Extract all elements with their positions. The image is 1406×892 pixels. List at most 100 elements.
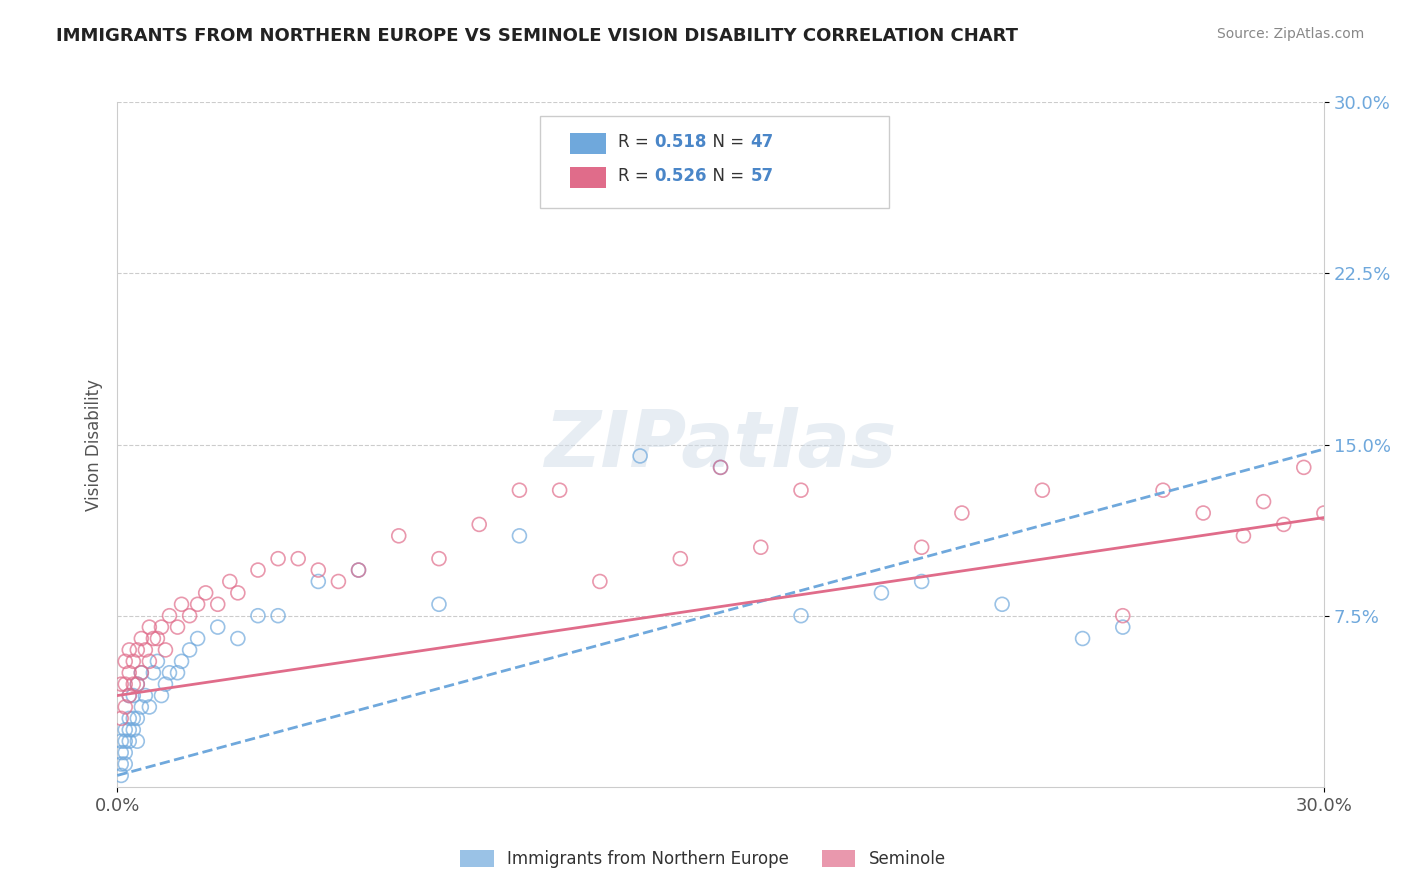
Point bbox=[179, 643, 201, 657]
Point bbox=[991, 597, 1014, 611]
Point bbox=[146, 632, 169, 646]
Point bbox=[1112, 620, 1135, 634]
Point bbox=[187, 597, 209, 611]
Text: N =: N = bbox=[703, 167, 749, 186]
Point bbox=[142, 665, 165, 680]
Point bbox=[548, 483, 571, 498]
Point bbox=[131, 665, 153, 680]
Point bbox=[468, 517, 491, 532]
Point bbox=[122, 677, 145, 691]
Point bbox=[150, 620, 173, 634]
Point bbox=[122, 723, 145, 737]
Point bbox=[508, 483, 530, 498]
Point bbox=[1152, 483, 1174, 498]
Point bbox=[1071, 632, 1094, 646]
Point bbox=[114, 746, 136, 760]
Point bbox=[427, 597, 450, 611]
Point bbox=[170, 654, 193, 668]
Point bbox=[131, 700, 153, 714]
Point bbox=[114, 700, 136, 714]
Point bbox=[118, 689, 141, 703]
Point bbox=[118, 665, 141, 680]
Point bbox=[709, 460, 731, 475]
Point bbox=[508, 529, 530, 543]
Point bbox=[267, 551, 290, 566]
Point bbox=[134, 643, 156, 657]
Text: 0.526: 0.526 bbox=[654, 167, 707, 186]
Point bbox=[127, 711, 149, 725]
Point bbox=[1112, 608, 1135, 623]
Text: 0.518: 0.518 bbox=[654, 133, 707, 151]
Text: N =: N = bbox=[703, 133, 749, 151]
Point bbox=[110, 746, 132, 760]
Point bbox=[166, 620, 188, 634]
Point bbox=[134, 689, 156, 703]
Point bbox=[138, 620, 160, 634]
Point bbox=[911, 574, 934, 589]
Point bbox=[127, 677, 149, 691]
Point bbox=[246, 563, 269, 577]
Point bbox=[226, 632, 249, 646]
Point bbox=[170, 597, 193, 611]
Point bbox=[1313, 506, 1336, 520]
Point bbox=[790, 608, 813, 623]
Point bbox=[114, 677, 136, 691]
Point bbox=[138, 700, 160, 714]
Point bbox=[226, 586, 249, 600]
Point bbox=[110, 757, 132, 772]
Point bbox=[118, 723, 141, 737]
Point bbox=[1253, 494, 1275, 508]
Point bbox=[142, 632, 165, 646]
Point bbox=[628, 449, 651, 463]
Text: IMMIGRANTS FROM NORTHERN EUROPE VS SEMINOLE VISION DISABILITY CORRELATION CHART: IMMIGRANTS FROM NORTHERN EUROPE VS SEMIN… bbox=[56, 27, 1018, 45]
Point bbox=[150, 689, 173, 703]
Point bbox=[155, 643, 177, 657]
Point bbox=[122, 711, 145, 725]
Point bbox=[114, 654, 136, 668]
Point bbox=[207, 597, 229, 611]
Point bbox=[1192, 506, 1215, 520]
Point bbox=[122, 689, 145, 703]
Y-axis label: Vision Disability: Vision Disability bbox=[86, 378, 103, 510]
Point bbox=[138, 654, 160, 668]
Point bbox=[749, 541, 772, 555]
Point bbox=[1292, 460, 1315, 475]
Text: Source: ZipAtlas.com: Source: ZipAtlas.com bbox=[1216, 27, 1364, 41]
Text: R =: R = bbox=[619, 167, 654, 186]
Text: 47: 47 bbox=[751, 133, 773, 151]
Point bbox=[118, 643, 141, 657]
Point bbox=[207, 620, 229, 634]
Point bbox=[1232, 529, 1254, 543]
Point bbox=[287, 551, 309, 566]
Point bbox=[114, 734, 136, 748]
Point bbox=[347, 563, 370, 577]
Point bbox=[146, 654, 169, 668]
Point bbox=[870, 586, 893, 600]
Point bbox=[194, 586, 217, 600]
Point bbox=[127, 734, 149, 748]
Point bbox=[179, 608, 201, 623]
Point bbox=[118, 711, 141, 725]
Point bbox=[1272, 517, 1295, 532]
Point bbox=[118, 734, 141, 748]
Point bbox=[131, 665, 153, 680]
Point bbox=[950, 506, 973, 520]
Point bbox=[114, 723, 136, 737]
Point bbox=[709, 460, 731, 475]
Text: 57: 57 bbox=[751, 167, 773, 186]
Point bbox=[166, 665, 188, 680]
FancyBboxPatch shape bbox=[569, 133, 606, 153]
Point bbox=[110, 711, 132, 725]
Point bbox=[187, 632, 209, 646]
Point bbox=[911, 541, 934, 555]
Text: R =: R = bbox=[619, 133, 654, 151]
Point bbox=[218, 574, 240, 589]
FancyBboxPatch shape bbox=[569, 168, 606, 188]
Point bbox=[669, 551, 692, 566]
Point bbox=[127, 677, 149, 691]
Point bbox=[114, 757, 136, 772]
Point bbox=[347, 563, 370, 577]
Point bbox=[110, 768, 132, 782]
Point bbox=[246, 608, 269, 623]
Point bbox=[127, 643, 149, 657]
